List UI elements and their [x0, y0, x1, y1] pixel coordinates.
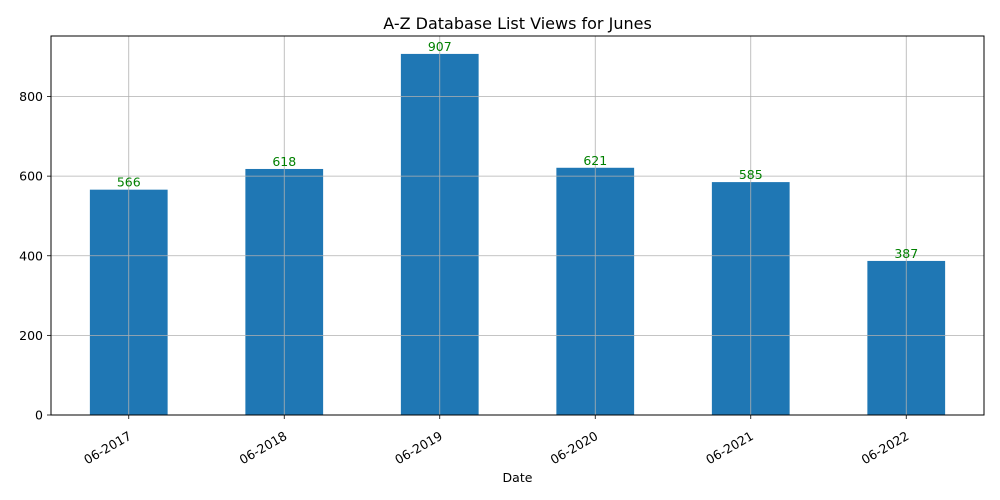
- plot-area: 566 618 907 621 585 387 0 200 400 600 800 06-2017…: [19, 35, 985, 467]
- x-tick-label: 06-2017: [81, 428, 134, 467]
- plot-background: [51, 36, 984, 415]
- x-axis-ticks: 06-2017 06-2018 06-2019 06-2020 06-2021 06-20…: [81, 415, 911, 467]
- data-label: 585: [739, 167, 763, 182]
- x-tick-label: 06-2022: [859, 428, 912, 467]
- data-label: 387: [894, 246, 918, 261]
- chart-title: A-Z Database List Views for Junes: [383, 14, 652, 33]
- data-label: 621: [583, 153, 607, 168]
- x-tick-label: 06-2019: [392, 428, 445, 467]
- y-tick-label: 800: [19, 89, 43, 104]
- y-tick-label: 600: [19, 169, 43, 184]
- data-labels: 566 618 907 621 585 387: [117, 39, 918, 261]
- x-tick-label: 06-2020: [548, 428, 601, 467]
- data-label: 618: [272, 154, 296, 169]
- plot-frame: [50, 35, 985, 416]
- y-tick-label: 400: [19, 248, 43, 263]
- data-label: 566: [117, 175, 141, 190]
- data-label: 907: [428, 39, 452, 54]
- y-tick-label: 0: [35, 408, 43, 423]
- x-tick-label: 06-2018: [237, 428, 290, 467]
- x-axis-label: Date: [503, 470, 533, 485]
- x-tick-label: 06-2021: [703, 428, 756, 467]
- y-axis-ticks: 0 200 400 600 800: [19, 89, 51, 423]
- y-tick-label: 200: [19, 328, 43, 343]
